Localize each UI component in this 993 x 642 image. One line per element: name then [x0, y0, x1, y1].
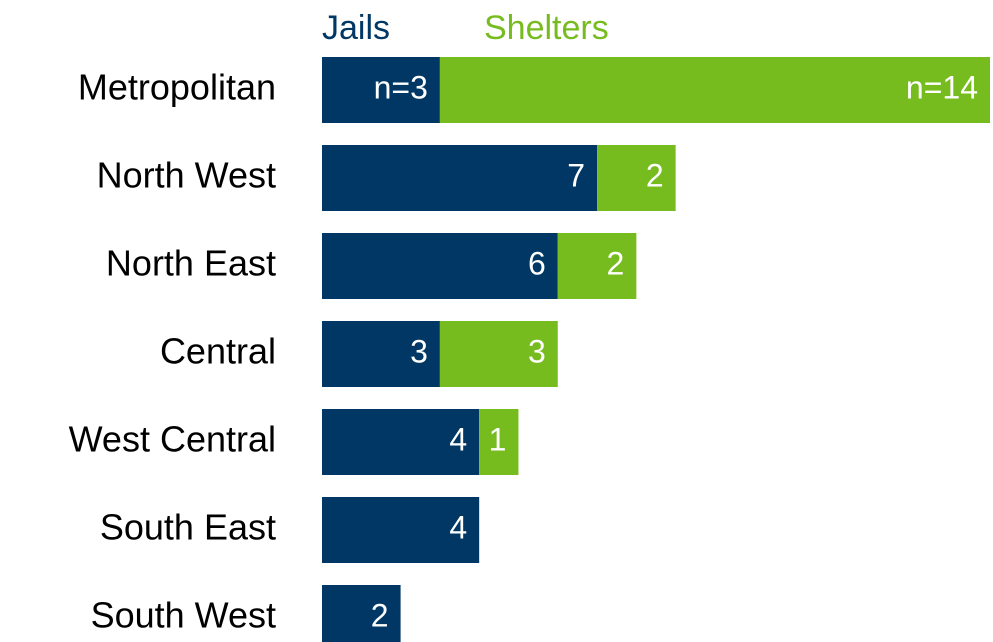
bar-segment	[439, 321, 558, 387]
legend-label: Shelters	[484, 9, 609, 47]
category-label: North West	[97, 155, 276, 196]
bar-segment	[479, 409, 519, 475]
value-label: 2	[371, 597, 389, 633]
bar-segment	[439, 57, 991, 123]
value-label: n=3	[374, 69, 428, 105]
legend-label: Jails	[322, 9, 390, 47]
bar-segment	[322, 57, 440, 123]
value-label: 3	[410, 333, 428, 369]
bar-segment	[557, 233, 637, 299]
bar-segment	[322, 497, 480, 563]
value-label: 7	[567, 157, 585, 193]
bar-segment	[597, 145, 676, 211]
bar-segment	[322, 321, 440, 387]
value-label: 4	[449, 421, 467, 457]
bar-segment	[322, 585, 401, 642]
category-label: South East	[100, 507, 276, 548]
value-label: 2	[646, 157, 664, 193]
category-label: Metropolitan	[78, 67, 276, 108]
value-label: 2	[607, 245, 625, 281]
bar-segment	[322, 145, 598, 211]
value-label: 1	[489, 421, 507, 457]
category-label: North East	[106, 243, 276, 284]
value-label: 3	[528, 333, 546, 369]
category-label: Central	[160, 331, 276, 372]
bar-segment	[322, 233, 558, 299]
value-label: n=14	[906, 69, 978, 105]
category-label: South West	[91, 595, 276, 636]
value-label: 6	[528, 245, 546, 281]
category-label: West Central	[69, 419, 276, 460]
bar-segment	[322, 409, 480, 475]
value-label: 4	[449, 509, 467, 545]
